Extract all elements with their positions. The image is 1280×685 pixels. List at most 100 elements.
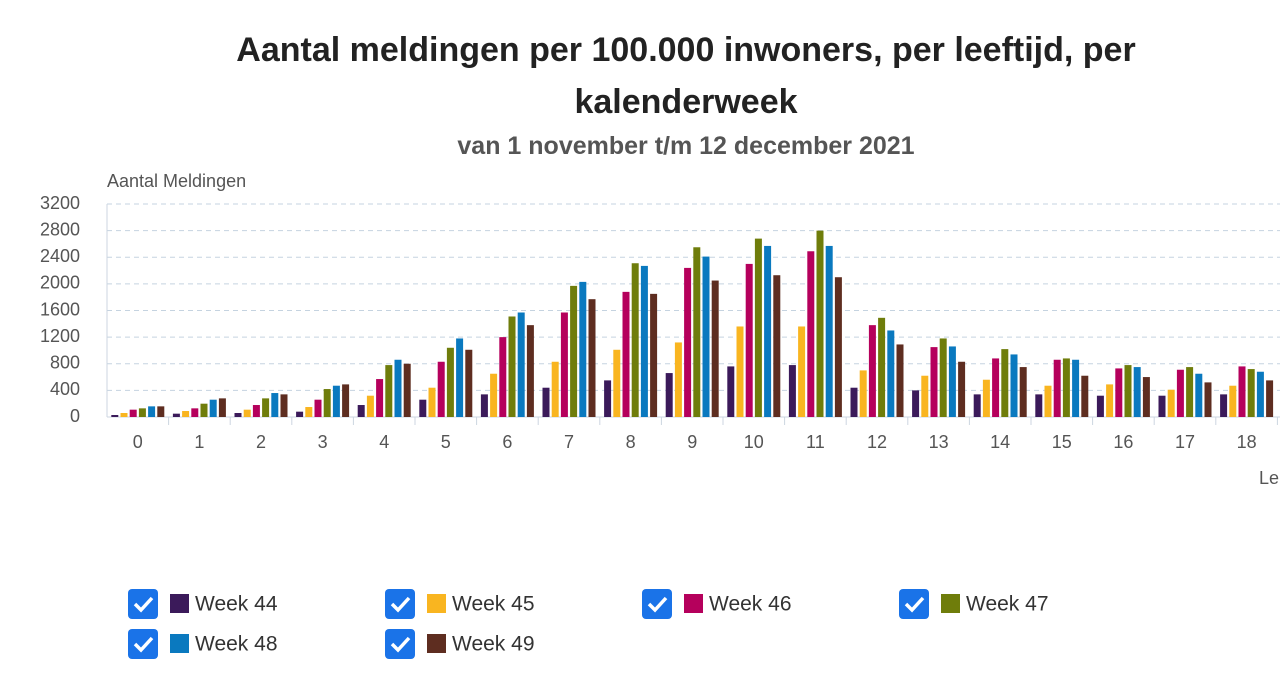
- bar: [1115, 368, 1123, 417]
- legend-label[interactable]: Week 48: [195, 633, 278, 656]
- legend-checkbox[interactable]: [128, 589, 158, 619]
- bar: [816, 230, 824, 417]
- y-tick-label: 1600: [40, 299, 80, 319]
- x-tick-label: 18: [1237, 432, 1257, 452]
- x-tick-label: 15: [1052, 432, 1072, 452]
- legend-checkbox[interactable]: [899, 589, 929, 619]
- bar: [428, 387, 436, 417]
- x-axis-label: Le: [1259, 468, 1279, 488]
- bar: [992, 358, 1000, 417]
- bar: [711, 280, 719, 417]
- bar: [1229, 385, 1237, 417]
- bar: [517, 312, 525, 417]
- bar: [385, 365, 393, 417]
- bar: [366, 395, 374, 417]
- bar: [736, 326, 744, 417]
- bar: [262, 398, 270, 417]
- bar: [622, 291, 630, 417]
- bar: [1266, 380, 1274, 417]
- bar: [1062, 358, 1070, 417]
- bar: [1220, 394, 1228, 417]
- y-tick-label: 1200: [40, 326, 80, 346]
- bar: [579, 281, 587, 417]
- bar: [1124, 365, 1132, 417]
- bar: [788, 365, 796, 417]
- bar: [1204, 382, 1212, 417]
- legend-swatch: [427, 594, 446, 613]
- bar: [551, 361, 559, 417]
- bar: [1167, 389, 1175, 417]
- bar: [948, 346, 956, 417]
- bar: [138, 408, 146, 417]
- bar: [684, 267, 692, 417]
- bar: [394, 359, 402, 417]
- bar: [296, 411, 304, 417]
- bar: [604, 380, 612, 417]
- bar: [674, 342, 682, 417]
- bar: [958, 361, 966, 417]
- bar: [665, 373, 673, 417]
- bar: [1035, 394, 1043, 417]
- bar: [332, 385, 340, 417]
- bar: [305, 407, 313, 417]
- bar: [921, 375, 929, 417]
- bar: [446, 347, 454, 417]
- bar: [1176, 369, 1184, 417]
- bar: [693, 247, 701, 417]
- legend-swatch: [170, 634, 189, 653]
- bar: [218, 398, 226, 417]
- bar: [182, 411, 190, 417]
- y-tick-label: 2400: [40, 246, 80, 266]
- bar: [437, 361, 445, 417]
- bar: [419, 399, 427, 417]
- bar: [850, 387, 858, 417]
- bar: [613, 349, 621, 417]
- legend-checkbox[interactable]: [385, 589, 415, 619]
- legend-label[interactable]: Week 45: [452, 593, 535, 616]
- x-tick-label: 5: [441, 432, 451, 452]
- bar: [342, 384, 350, 417]
- legend-checkbox[interactable]: [385, 629, 415, 659]
- bar: [542, 387, 550, 417]
- bar: [640, 265, 648, 417]
- bar: [490, 373, 498, 417]
- chart-subtitle: van 1 november t/m 12 december 2021: [457, 132, 915, 160]
- legend-checkbox[interactable]: [642, 589, 672, 619]
- legend-label[interactable]: Week 49: [452, 633, 535, 656]
- legend-swatch: [170, 594, 189, 613]
- x-tick-label: 2: [256, 432, 266, 452]
- bar: [148, 406, 156, 417]
- bar: [1158, 395, 1166, 417]
- bar: [200, 403, 208, 417]
- bar: [1044, 385, 1052, 417]
- legend-checkmark: [390, 596, 411, 613]
- y-tick-label: 400: [50, 379, 80, 399]
- bar: [456, 338, 464, 417]
- bar: [1142, 377, 1150, 417]
- bar: [252, 405, 260, 417]
- x-tick-label: 6: [502, 432, 512, 452]
- bar: [868, 325, 876, 417]
- bar: [754, 238, 762, 417]
- bar: [807, 251, 815, 417]
- legend-checkmark: [133, 636, 154, 653]
- legend-label[interactable]: Week 44: [195, 593, 278, 616]
- bar: [1186, 367, 1194, 417]
- x-tick-label: 13: [929, 432, 949, 452]
- bar: [157, 406, 165, 417]
- x-tick-label: 16: [1113, 432, 1133, 452]
- bar: [499, 337, 507, 417]
- bar: [982, 379, 990, 417]
- legend-checkmark: [133, 596, 154, 613]
- bar: [896, 344, 904, 417]
- legend-checkmark: [390, 636, 411, 653]
- bar: [1001, 349, 1009, 417]
- x-tick-label: 17: [1175, 432, 1195, 452]
- legend-swatch: [941, 594, 960, 613]
- bar: [1133, 367, 1141, 417]
- legend-label[interactable]: Week 47: [966, 593, 1049, 616]
- bar: [650, 293, 658, 417]
- legend-checkbox[interactable]: [128, 629, 158, 659]
- legend-label[interactable]: Week 46: [709, 593, 792, 616]
- bar: [120, 413, 128, 417]
